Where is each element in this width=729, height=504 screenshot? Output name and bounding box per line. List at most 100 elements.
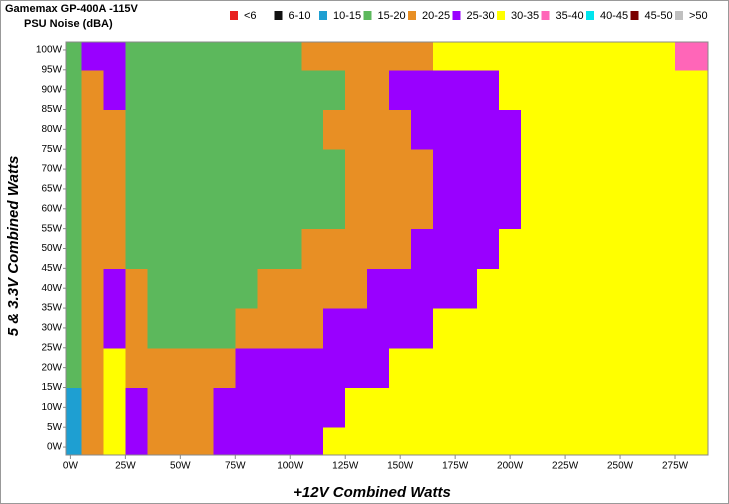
heatmap-cell bbox=[257, 308, 280, 349]
heatmap-cell bbox=[103, 387, 126, 428]
heatmap-cell bbox=[521, 427, 544, 455]
heatmap-cell bbox=[257, 42, 280, 71]
heatmap-cell bbox=[609, 308, 632, 349]
heatmap-cell bbox=[235, 427, 258, 455]
heatmap-cell bbox=[389, 69, 412, 111]
heatmap-cell bbox=[411, 308, 434, 349]
heatmap-cell bbox=[125, 228, 148, 269]
heatmap-cell bbox=[66, 387, 82, 428]
heatmap-cell bbox=[81, 109, 104, 150]
heatmap-cell bbox=[169, 347, 192, 388]
heatmap-cell bbox=[125, 268, 148, 309]
heatmap-cell bbox=[521, 228, 544, 269]
heatmap-cell bbox=[587, 268, 610, 309]
heatmap-cell bbox=[81, 268, 104, 309]
heatmap-cell bbox=[389, 387, 412, 428]
heatmap-cell bbox=[367, 387, 390, 428]
heatmap-cell bbox=[103, 42, 126, 71]
heatmap-cell bbox=[235, 387, 258, 428]
heatmap-cell bbox=[675, 347, 708, 388]
heatmap-cell bbox=[609, 387, 632, 428]
heatmap-cell bbox=[235, 109, 258, 150]
heatmap-cell bbox=[213, 149, 236, 190]
heatmap-cell bbox=[411, 228, 434, 269]
heatmap-cell bbox=[301, 69, 324, 111]
heatmap-cell bbox=[543, 42, 566, 71]
heatmap-cell bbox=[609, 109, 632, 150]
heatmap-cell bbox=[235, 42, 258, 71]
heatmap-cell bbox=[499, 42, 522, 71]
heatmap-cell bbox=[455, 149, 478, 190]
heatmap-cell bbox=[455, 69, 478, 111]
heatmap-cell bbox=[433, 42, 456, 71]
heatmap-cell bbox=[279, 427, 302, 455]
heatmap-cell bbox=[81, 308, 104, 349]
heatmap-cell bbox=[345, 308, 368, 349]
x-tick-label: 175W bbox=[442, 461, 469, 472]
heatmap-cell bbox=[631, 347, 654, 388]
legend-label: 15-20 bbox=[378, 10, 406, 22]
heatmap-cell bbox=[631, 387, 654, 428]
heatmap-cell bbox=[675, 228, 708, 269]
heatmap-cell bbox=[587, 347, 610, 388]
heatmap-cell bbox=[675, 42, 708, 71]
heatmap-cell bbox=[279, 109, 302, 150]
heatmap-cell bbox=[675, 268, 708, 309]
heatmap-cell bbox=[433, 149, 456, 190]
heatmap-cell bbox=[235, 149, 258, 190]
heatmap-cell bbox=[477, 109, 500, 150]
heatmap-cell bbox=[411, 69, 434, 111]
heatmap-cell bbox=[103, 228, 126, 269]
heatmap-cell bbox=[455, 268, 478, 309]
heatmap-cell bbox=[191, 42, 214, 71]
heatmap-cell bbox=[631, 427, 654, 455]
heatmap-cell bbox=[103, 188, 126, 230]
heatmap-cell bbox=[433, 387, 456, 428]
heatmap-cell bbox=[169, 308, 192, 349]
heatmap-cell bbox=[675, 188, 708, 230]
heatmap-cell bbox=[81, 347, 104, 388]
legend-label: 6-10 bbox=[289, 10, 311, 22]
legend-label: <6 bbox=[244, 10, 257, 22]
heatmap-cell bbox=[587, 149, 610, 190]
y-tick-label: 85W bbox=[41, 104, 62, 115]
heatmap-cell bbox=[235, 268, 258, 309]
heatmap-cell bbox=[477, 69, 500, 111]
heatmap-cell bbox=[521, 69, 544, 111]
heatmap-cell bbox=[675, 387, 708, 428]
heatmap-cell bbox=[389, 42, 412, 71]
legend-swatch bbox=[319, 11, 327, 20]
y-tick-label: 55W bbox=[41, 223, 62, 234]
heatmap-cell bbox=[477, 228, 500, 269]
y-tick-label: 40W bbox=[41, 283, 62, 294]
heatmap-cell bbox=[455, 347, 478, 388]
heatmap-cell bbox=[521, 109, 544, 150]
heatmap-cell bbox=[191, 308, 214, 349]
heatmap-cell bbox=[609, 228, 632, 269]
heatmap-cell bbox=[213, 188, 236, 230]
heatmap-cell bbox=[477, 42, 500, 71]
heatmap-cell bbox=[455, 387, 478, 428]
heatmap-cell bbox=[323, 109, 346, 150]
heatmap-cell bbox=[499, 188, 522, 230]
heatmap-cell bbox=[389, 228, 412, 269]
y-tick-label: 60W bbox=[41, 203, 62, 214]
heatmap-cell bbox=[345, 109, 368, 150]
heatmap-cell bbox=[169, 188, 192, 230]
heatmap-cell bbox=[543, 188, 566, 230]
heatmap-cell bbox=[279, 149, 302, 190]
heatmap-cell bbox=[543, 427, 566, 455]
heatmap-cell bbox=[521, 308, 544, 349]
heatmap-cell bbox=[389, 188, 412, 230]
legend-label: 25-30 bbox=[467, 10, 495, 22]
heatmap-cell bbox=[653, 347, 676, 388]
heatmap-cell bbox=[411, 149, 434, 190]
heatmap-cell bbox=[66, 308, 82, 349]
y-tick-label: 95W bbox=[41, 64, 62, 75]
heatmap-cell bbox=[103, 268, 126, 309]
heatmap-cell bbox=[653, 228, 676, 269]
heatmap-cell bbox=[653, 268, 676, 309]
chart-title: Gamemax GP-400A -115V bbox=[5, 3, 139, 15]
heatmap-cell bbox=[301, 228, 324, 269]
heatmap-cell bbox=[81, 149, 104, 190]
